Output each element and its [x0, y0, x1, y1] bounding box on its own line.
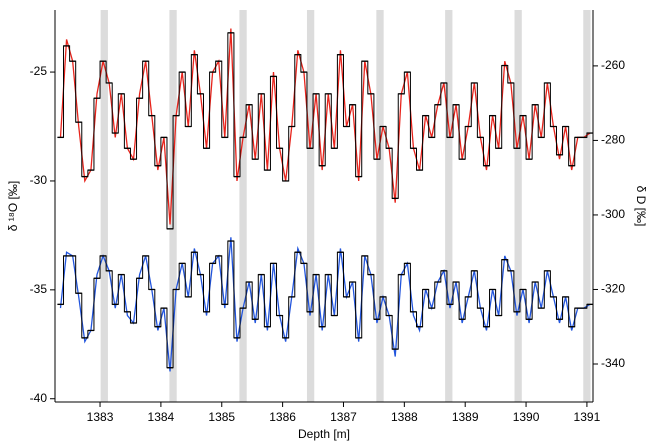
shaded-band [100, 10, 108, 402]
x-tick-label: 1383 [87, 410, 114, 424]
y2-tick-label: -340 [601, 356, 625, 370]
x-tick-label: 1384 [148, 410, 175, 424]
step-riser [57, 32, 593, 230]
shaded-band [514, 10, 522, 402]
y-tick-label: -40 [30, 391, 48, 405]
shaded-band [306, 10, 315, 402]
x-tick-label: 1389 [452, 410, 479, 424]
y2-tick-label: -300 [601, 207, 625, 221]
y-tick-label: -35 [30, 282, 48, 296]
y-tick-label: -25 [30, 64, 48, 78]
shaded-band [376, 10, 384, 402]
x-tick-label: 1390 [513, 410, 540, 424]
y2-tick-label: -320 [601, 282, 625, 296]
y-axis-label: δ ¹⁸O [‰] [6, 181, 20, 231]
x-tick-label: 1388 [391, 410, 418, 424]
y2-tick-label: -280 [601, 133, 625, 147]
shaded-band [239, 10, 247, 402]
x-tick-label: 1391 [574, 410, 601, 424]
plot-area [57, 28, 593, 372]
step-riser [57, 240, 593, 369]
y2-axis-label: δ D [‰] [634, 186, 648, 227]
x-tick-label: 1385 [208, 410, 235, 424]
x-tick-label: 1386 [269, 410, 296, 424]
x-tick-label: 1387 [330, 410, 357, 424]
y-tick-label: -30 [30, 173, 48, 187]
x-axis-label: Depth [m] [298, 427, 350, 441]
shaded-band [445, 10, 453, 402]
shaded-band [583, 10, 591, 402]
y2-tick-label: -260 [601, 58, 625, 72]
